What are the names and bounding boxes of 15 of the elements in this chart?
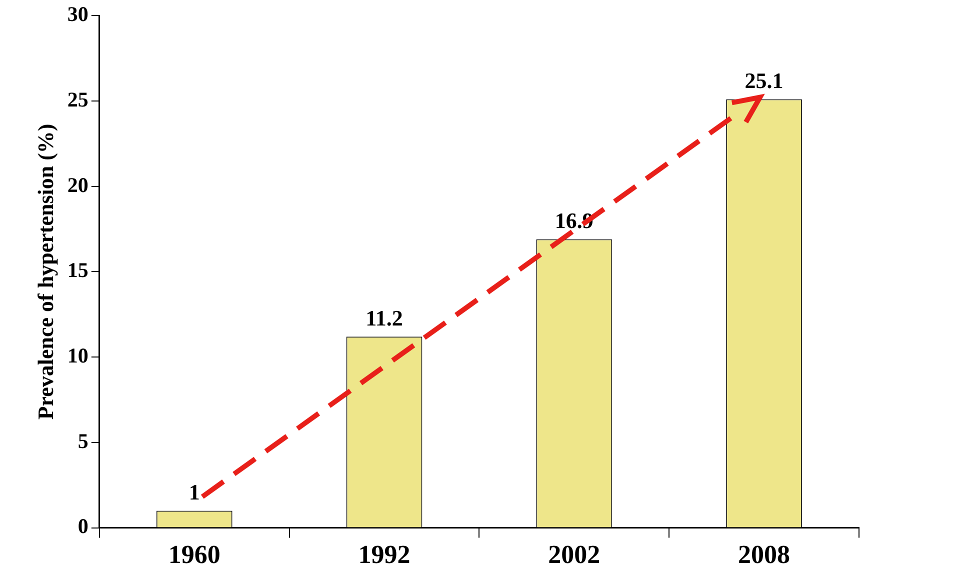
y-tick-label: 20 (67, 172, 88, 197)
y-axis-title: Prevalence of hypertension (%) (32, 124, 58, 420)
x-tick-label: 1960 (168, 540, 220, 570)
y-tick-label: 15 (67, 258, 88, 282)
data-label: 1 (188, 479, 200, 504)
x-tick-label: 1992 (358, 540, 410, 570)
data-label: 11.2 (366, 305, 403, 330)
data-label: 25.1 (744, 68, 784, 93)
y-tick-label: 25 (67, 87, 88, 112)
y-tick-label: 5 (78, 428, 88, 453)
y-tick-label: 30 (67, 2, 88, 26)
x-tick-label: 2002 (548, 540, 600, 570)
x-tick-label: 2008 (738, 540, 790, 570)
y-tick-label: 10 (67, 343, 88, 368)
y-tick-label: 0 (78, 514, 88, 538)
